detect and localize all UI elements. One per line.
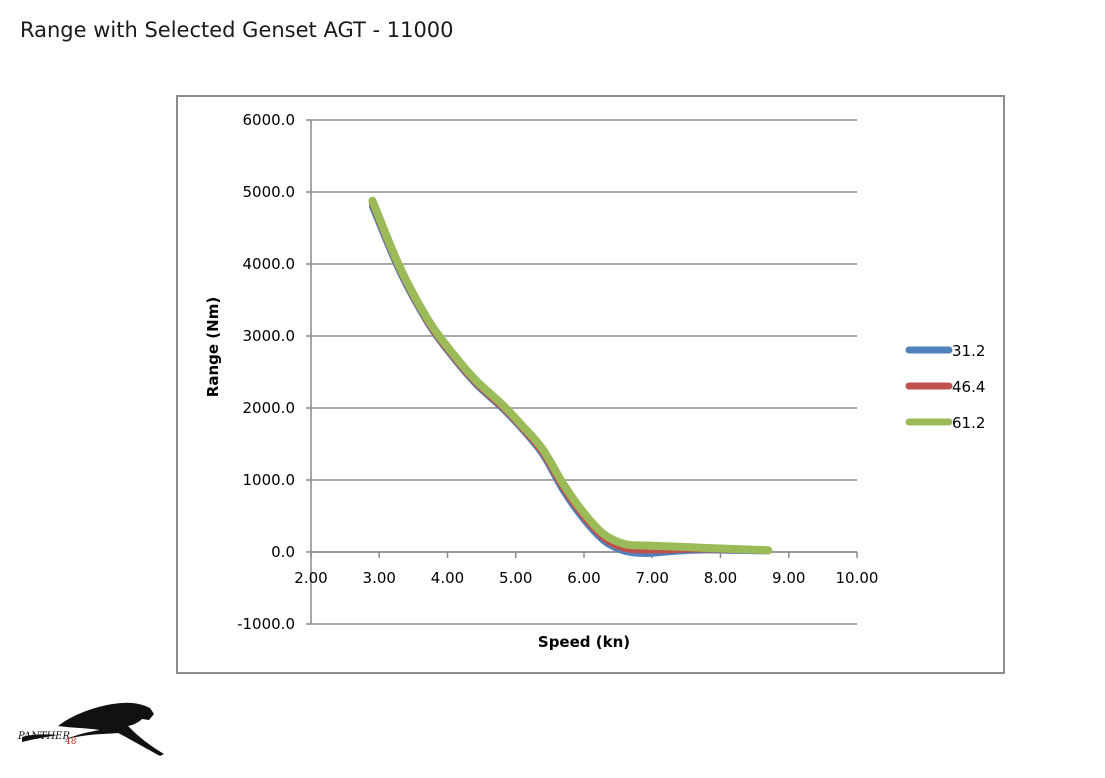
panther-logo: PANTHER 48 — [17, 698, 168, 764]
x-tick-label: 5.00 — [499, 569, 532, 587]
y-tick-label: 5000.0 — [243, 183, 296, 201]
series-line-61.2 — [368, 196, 773, 555]
y-axis-title: Range (Nm) — [204, 297, 222, 397]
y-tick-label: 0.0 — [271, 543, 295, 561]
legend: 31.2 46.4 61.2 — [905, 342, 985, 432]
legend-label: 46.4 — [952, 378, 985, 396]
x-tick-labels: 2.00 3.00 4.00 5.00 6.00 7.00 8.00 9.00 10.00 — [294, 569, 878, 587]
grid-lines — [311, 119, 857, 625]
y-tick-labels: 6000.0 5000.0 4000.0 3000.0 2000.0 1000.0 0.0 -… — [237, 111, 295, 633]
series-lines — [368, 196, 773, 557]
y-tick-label: 4000.0 — [243, 255, 296, 273]
x-tick-label: 4.00 — [431, 569, 464, 587]
y-tick-label: 1000.0 — [243, 471, 296, 489]
panther-silhouette-icon — [22, 702, 164, 756]
legend-label: 61.2 — [952, 414, 985, 432]
x-tick-label: 10.00 — [836, 569, 879, 587]
page-title: Range with Selected Genset AGT - 11000 — [20, 18, 454, 42]
x-axis-title: Speed (kn) — [538, 633, 630, 651]
x-tick-label: 6.00 — [567, 569, 600, 587]
logo-text: PANTHER — [18, 731, 70, 742]
y-tick-label: -1000.0 — [237, 615, 295, 633]
chart-plot: 6000.0 5000.0 4000.0 3000.0 2000.0 1000.0 0.0 -… — [204, 111, 985, 651]
y-tick-label: 2000.0 — [243, 399, 296, 417]
legend-label: 31.2 — [952, 342, 985, 360]
y-tick-label: 6000.0 — [243, 111, 296, 129]
x-tick-label: 3.00 — [363, 569, 396, 587]
axes — [306, 119, 858, 625]
x-tick-label: 2.00 — [294, 569, 327, 587]
y-tick-label: 3000.0 — [243, 327, 296, 345]
logo-number: 48 — [65, 737, 77, 747]
x-tick-label: 9.00 — [772, 569, 805, 587]
x-tick-label: 8.00 — [704, 569, 737, 587]
x-tick-label: 7.00 — [636, 569, 669, 587]
chart-frame: 6000.0 5000.0 4000.0 3000.0 2000.0 1000.0 0.0 -… — [176, 95, 1005, 674]
